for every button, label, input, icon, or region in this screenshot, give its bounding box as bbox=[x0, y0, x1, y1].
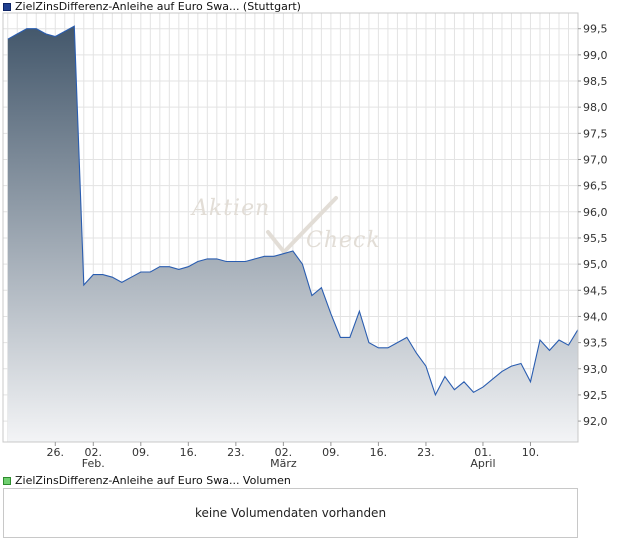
x-tick-label: 26. bbox=[47, 446, 65, 459]
y-tick-label: 95,0 bbox=[583, 258, 608, 271]
watermark-check-icon bbox=[266, 196, 338, 256]
price-chart: Aktien Check 99,5 99,0 98,5 98,0 97,5 97,0 96,… bbox=[2, 12, 608, 470]
y-tick-label: 93,0 bbox=[583, 363, 608, 376]
plot-frame bbox=[2, 12, 579, 443]
x-tick-label: 02. bbox=[85, 446, 103, 459]
y-tick-label: 95,5 bbox=[583, 232, 608, 245]
price-area bbox=[7, 26, 579, 442]
x-tick-label: 16. bbox=[370, 446, 388, 459]
x-tick-label: 02. bbox=[275, 446, 293, 459]
y-tick-label: 97,5 bbox=[583, 127, 608, 140]
y-tick-label: 92,0 bbox=[583, 415, 608, 428]
watermark-text-1: Aktien bbox=[190, 196, 270, 221]
x-month-label: März bbox=[270, 457, 297, 470]
watermark-text-2: Check bbox=[306, 228, 381, 253]
volume-panel: keine Volumendaten vorhanden bbox=[3, 488, 578, 538]
x-tick-label: 09. bbox=[322, 446, 340, 459]
y-tick-label: 98,5 bbox=[583, 75, 608, 88]
volume-legend-label: ZielZinsDifferenz-Anleihe auf Euro Swa..… bbox=[15, 474, 291, 487]
y-tick-label: 92,5 bbox=[583, 389, 608, 402]
x-tick-label: 16. bbox=[180, 446, 198, 459]
x-tick-label: 10. bbox=[522, 446, 540, 459]
y-tick-label: 96,5 bbox=[583, 180, 608, 193]
y-tick-label: 99,5 bbox=[583, 23, 608, 36]
price-legend: ZielZinsDifferenz-Anleihe auf Euro Swa..… bbox=[3, 1, 301, 13]
price-line bbox=[7, 25, 579, 397]
y-axis: 99,5 99,0 98,5 98,0 97,5 97,0 96,5 96,0 95,5 95,0… bbox=[578, 23, 608, 428]
y-tick-label: 99,0 bbox=[583, 49, 608, 62]
x-month-label: Feb. bbox=[82, 457, 105, 470]
price-legend-label: ZielZinsDifferenz-Anleihe auf Euro Swa..… bbox=[15, 0, 301, 13]
x-month-label: April bbox=[470, 457, 495, 470]
aktiencheck-watermark: Aktien Check bbox=[190, 196, 381, 256]
price-legend-swatch bbox=[3, 3, 11, 11]
x-tick-label: 23. bbox=[417, 446, 435, 459]
y-tick-label: 94,0 bbox=[583, 310, 608, 323]
volume-legend: ZielZinsDifferenz-Anleihe auf Euro Swa..… bbox=[3, 475, 291, 487]
y-tick-label: 96,0 bbox=[583, 206, 608, 219]
y-tick-label: 94,5 bbox=[583, 284, 608, 297]
no-volume-message: keine Volumendaten vorhanden bbox=[194, 506, 387, 520]
volume-legend-swatch bbox=[3, 477, 11, 485]
x-tick-label: 23. bbox=[227, 446, 245, 459]
y-tick-label: 97,0 bbox=[583, 153, 608, 166]
x-tick-label: 01. bbox=[474, 446, 492, 459]
x-tick-label: 09. bbox=[132, 446, 150, 459]
y-tick-label: 93,5 bbox=[583, 337, 608, 350]
y-tick-label: 98,0 bbox=[583, 101, 608, 114]
